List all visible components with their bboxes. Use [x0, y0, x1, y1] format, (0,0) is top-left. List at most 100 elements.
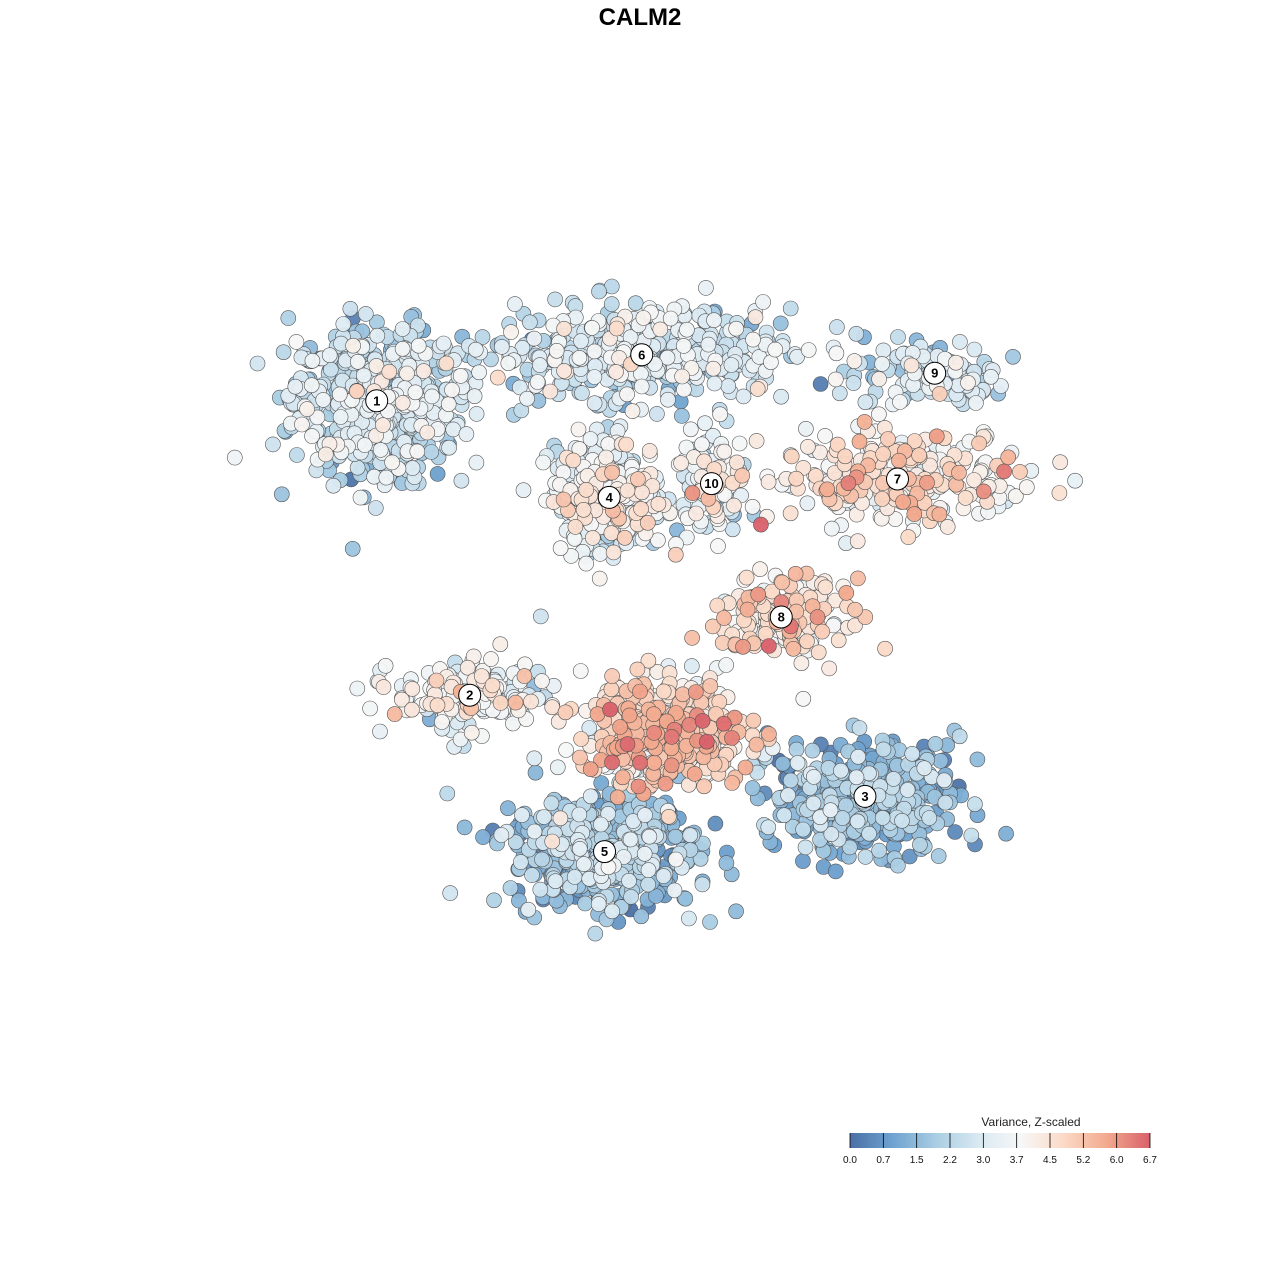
data-point	[645, 706, 662, 723]
data-point	[971, 435, 987, 452]
data-point	[715, 715, 732, 732]
data-point	[372, 723, 388, 740]
data-point	[576, 856, 592, 872]
data-point	[367, 500, 384, 516]
data-point	[927, 736, 944, 752]
data-point	[728, 903, 744, 920]
data-point	[709, 597, 726, 614]
data-point	[904, 745, 921, 762]
data-point	[875, 446, 891, 462]
data-point	[570, 421, 587, 438]
data-point	[632, 683, 648, 700]
data-point	[705, 360, 722, 377]
data-point	[890, 329, 906, 345]
data-point	[828, 345, 845, 362]
data-point	[641, 443, 658, 459]
data-point	[662, 310, 679, 327]
data-point	[646, 725, 662, 741]
data-point	[890, 857, 906, 874]
data-point	[894, 812, 910, 829]
data-point	[804, 742, 821, 759]
data-point	[937, 794, 954, 811]
data-point	[633, 501, 649, 517]
legend-tick-label: 0.7	[876, 1155, 890, 1166]
data-point	[983, 368, 999, 385]
data-point	[571, 806, 588, 823]
data-point	[604, 903, 621, 920]
data-point	[452, 368, 469, 384]
data-point	[684, 485, 701, 501]
data-point	[592, 546, 609, 562]
data-point	[456, 819, 473, 836]
data-point	[880, 431, 896, 447]
data-point	[520, 901, 537, 918]
data-point	[325, 477, 342, 494]
data-point	[788, 741, 805, 758]
data-point	[760, 474, 777, 490]
data-point	[419, 424, 436, 441]
data-point	[1000, 449, 1017, 466]
data-point	[381, 363, 398, 380]
data-point	[344, 540, 361, 557]
data-point	[931, 386, 948, 402]
cluster-label-2: 2	[458, 683, 482, 707]
data-point	[688, 505, 704, 522]
cluster-label-8: 8	[769, 605, 793, 629]
data-point	[574, 385, 590, 401]
data-point	[375, 679, 392, 695]
data-point	[812, 376, 829, 392]
data-point	[439, 785, 456, 802]
data-point	[543, 795, 560, 812]
data-point	[453, 472, 470, 489]
data-point	[586, 395, 603, 412]
data-point	[578, 481, 595, 498]
data-point	[614, 769, 631, 786]
data-point	[666, 882, 683, 899]
data-point	[441, 439, 457, 456]
data-point	[936, 772, 953, 789]
data-point	[871, 371, 887, 387]
legend-title: Variance, Z-scaled	[981, 1115, 1080, 1129]
data-point	[966, 472, 982, 488]
cluster-label-1: 1	[365, 389, 389, 413]
legend-tick-label: 4.5	[1043, 1155, 1057, 1166]
data-point	[805, 795, 822, 812]
data-point	[805, 769, 822, 785]
data-point	[697, 415, 713, 432]
data-point	[331, 386, 348, 403]
data-point	[459, 659, 476, 676]
data-point	[303, 377, 320, 394]
data-point	[624, 403, 641, 419]
data-point	[848, 769, 865, 786]
data-point	[404, 460, 421, 476]
data-point	[782, 505, 799, 522]
data-point	[948, 354, 964, 371]
data-point	[737, 759, 754, 776]
data-point	[394, 321, 411, 337]
data-point	[536, 809, 552, 825]
data-point	[833, 762, 849, 779]
data-point	[877, 640, 893, 657]
data-point	[532, 608, 549, 625]
data-point	[735, 388, 752, 405]
data-point	[304, 428, 320, 444]
data-point	[304, 352, 321, 369]
data-point	[522, 314, 538, 331]
data-point	[699, 733, 715, 750]
data-point	[593, 775, 610, 791]
data-point	[892, 394, 908, 410]
data-point	[578, 555, 595, 572]
data-point	[745, 331, 761, 348]
data-point	[851, 720, 868, 736]
data-point	[552, 540, 569, 557]
data-point	[817, 428, 833, 444]
data-point	[604, 754, 620, 771]
cluster-label-text: 9	[931, 366, 938, 381]
data-point	[591, 570, 608, 587]
data-point	[428, 672, 445, 689]
data-point	[640, 862, 657, 878]
data-point	[744, 498, 761, 515]
data-point	[799, 495, 816, 512]
data-point	[821, 660, 838, 677]
data-point	[712, 406, 728, 423]
